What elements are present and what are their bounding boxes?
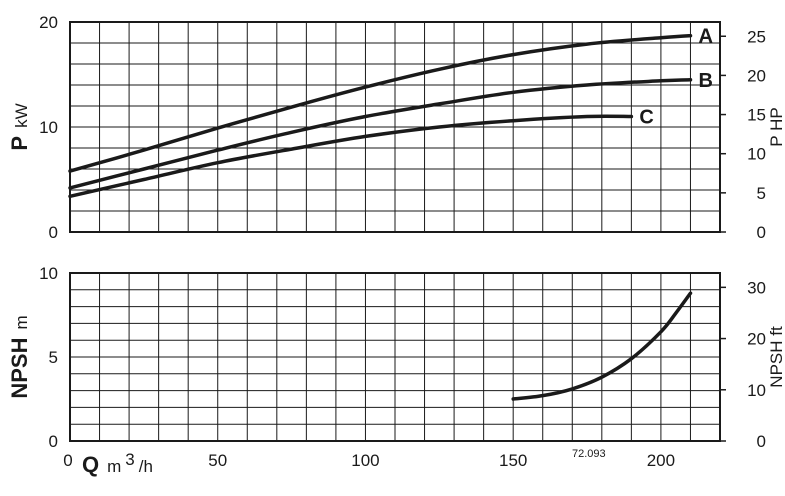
x-tick-label: 0 [63,451,72,470]
x-tick-label: 50 [208,451,227,470]
power-curves: AB C [68,26,713,199]
power-ylabel-right: P HP [767,107,785,146]
power-curve-a [68,33,693,173]
npsh-ylabel-unit: m [12,315,31,329]
power-grid [69,21,721,233]
power-right-tick-label: 25 [747,27,766,46]
x-tick-label: 100 [351,451,379,470]
npsh-plot-frame [69,272,721,442]
x-tick-label: 200 [647,451,675,470]
npsh-curve [511,291,693,401]
npsh-grid [69,272,721,442]
curve-label-a: A [698,26,712,48]
npsh-ytick-label: 0 [49,432,58,451]
npsh-right-tick-label: 30 [747,278,766,297]
power-ytick-label: 20 [39,13,58,32]
npsh-ylabel-symbol: NPSH [7,338,32,399]
power-right-tick-label: 0 [757,223,766,242]
power-ytick-label: 0 [49,223,58,242]
chart-code-annotation: 72.093 [572,448,606,460]
x-axis-unit-suffix: /h [139,457,153,476]
npsh-right-tick-label: 0 [757,432,766,451]
npsh-right-tick-label: 20 [747,330,766,349]
power-ylabel-symbol: P [7,136,32,151]
npsh-ylabel: NPSH m [7,315,32,398]
power-ytick-label: 10 [39,118,58,137]
npsh-ytick-label: 10 [39,264,58,283]
npsh-right-tick-label: 10 [747,381,766,400]
power-plot-frame [69,21,721,233]
npsh-ylabel-right: NPSH ft [767,326,785,388]
x-axis-unit-prefix: m [107,457,121,476]
power-right-tick-label: 5 [757,184,766,203]
power-ylabel-unit: kW [12,103,31,128]
x-tick-label: 150 [499,451,527,470]
power-right-tick-label: 20 [747,66,766,85]
x-axis-label: Q m 3 /h [82,450,153,477]
power-curve-c [68,114,634,199]
power-right-tick-label: 15 [747,106,766,125]
curve-label-c: C [639,107,653,129]
power-ylabel: P kW [7,103,32,150]
power-curve-b [68,78,693,190]
npsh-curves [511,291,693,401]
curve-label-b: B [698,70,712,92]
x-axis-unit-sup: 3 [125,450,134,469]
npsh-ytick-label: 5 [49,348,58,367]
x-axis-symbol: Q [82,452,99,477]
power-right-tick-label: 10 [747,145,766,164]
